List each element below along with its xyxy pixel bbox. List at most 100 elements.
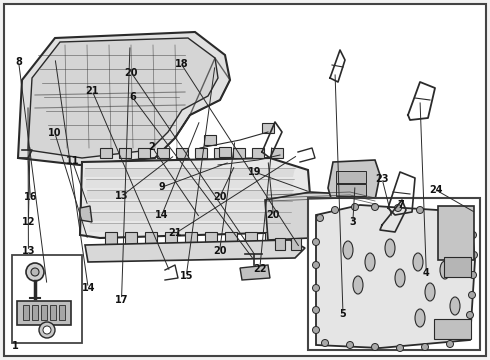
Text: 12: 12 [22, 217, 35, 228]
Circle shape [43, 326, 51, 334]
Polygon shape [28, 38, 218, 158]
Text: 10: 10 [48, 128, 62, 138]
Circle shape [396, 345, 403, 351]
Circle shape [466, 311, 473, 319]
Polygon shape [355, 238, 365, 250]
Polygon shape [86, 190, 293, 199]
Polygon shape [119, 148, 131, 158]
Text: 16: 16 [24, 192, 37, 202]
Circle shape [469, 231, 476, 238]
Circle shape [351, 203, 359, 211]
FancyBboxPatch shape [438, 206, 474, 260]
FancyBboxPatch shape [41, 305, 47, 320]
Text: 24: 24 [429, 185, 443, 195]
Ellipse shape [343, 241, 353, 259]
Circle shape [416, 207, 423, 213]
Circle shape [446, 341, 454, 347]
Polygon shape [165, 232, 177, 244]
Circle shape [462, 211, 468, 219]
Text: 22: 22 [253, 264, 267, 274]
Polygon shape [240, 265, 270, 280]
Polygon shape [316, 205, 475, 348]
FancyBboxPatch shape [336, 171, 366, 183]
FancyBboxPatch shape [23, 305, 29, 320]
Text: 21: 21 [169, 228, 182, 238]
Ellipse shape [353, 276, 363, 294]
Circle shape [371, 203, 378, 211]
FancyBboxPatch shape [308, 198, 480, 350]
Polygon shape [328, 160, 380, 210]
Text: 5: 5 [340, 309, 346, 319]
Polygon shape [176, 148, 188, 158]
FancyBboxPatch shape [12, 255, 82, 343]
Ellipse shape [385, 239, 395, 257]
FancyBboxPatch shape [262, 123, 274, 133]
Polygon shape [275, 238, 285, 250]
Polygon shape [89, 223, 290, 232]
Polygon shape [18, 32, 230, 165]
Polygon shape [245, 232, 257, 244]
Circle shape [313, 261, 319, 269]
Circle shape [421, 343, 428, 351]
Polygon shape [265, 232, 277, 244]
Polygon shape [339, 238, 349, 250]
Circle shape [31, 268, 39, 276]
Text: 14: 14 [155, 210, 169, 220]
Polygon shape [252, 148, 264, 158]
Polygon shape [225, 232, 237, 244]
Polygon shape [185, 232, 197, 244]
Circle shape [313, 238, 319, 246]
Polygon shape [84, 168, 295, 177]
FancyBboxPatch shape [17, 301, 71, 325]
Circle shape [26, 263, 44, 281]
Polygon shape [145, 232, 157, 244]
Polygon shape [233, 148, 245, 158]
Ellipse shape [450, 297, 460, 315]
Circle shape [346, 342, 353, 348]
Text: 14: 14 [81, 283, 95, 293]
Polygon shape [323, 238, 333, 250]
Polygon shape [80, 206, 92, 222]
Circle shape [371, 343, 378, 351]
FancyBboxPatch shape [32, 305, 38, 320]
Polygon shape [291, 238, 301, 250]
Polygon shape [85, 179, 294, 188]
Circle shape [313, 284, 319, 292]
Text: 11: 11 [66, 156, 79, 166]
Ellipse shape [415, 309, 425, 327]
Ellipse shape [440, 261, 450, 279]
Polygon shape [87, 201, 292, 210]
Text: 20: 20 [267, 210, 280, 220]
Circle shape [317, 215, 323, 221]
Text: 17: 17 [115, 294, 128, 305]
Text: 21: 21 [85, 86, 99, 96]
FancyBboxPatch shape [434, 319, 471, 339]
Polygon shape [125, 232, 137, 244]
Text: 19: 19 [248, 167, 262, 177]
Circle shape [39, 322, 55, 338]
Text: 20: 20 [213, 246, 226, 256]
FancyBboxPatch shape [204, 135, 216, 145]
FancyBboxPatch shape [219, 147, 231, 157]
Text: 18: 18 [174, 59, 188, 69]
Text: 6: 6 [129, 92, 136, 102]
FancyBboxPatch shape [336, 184, 366, 196]
Polygon shape [80, 158, 310, 238]
Text: 15: 15 [179, 271, 193, 282]
Polygon shape [157, 148, 169, 158]
Ellipse shape [395, 269, 405, 287]
Text: 4: 4 [423, 268, 430, 278]
Polygon shape [205, 232, 217, 244]
Text: 2: 2 [148, 142, 155, 152]
Polygon shape [307, 238, 317, 250]
Polygon shape [100, 148, 112, 158]
Text: 23: 23 [375, 174, 389, 184]
Polygon shape [265, 192, 375, 240]
Polygon shape [138, 148, 150, 158]
Polygon shape [105, 232, 117, 244]
Ellipse shape [365, 253, 375, 271]
Text: 20: 20 [213, 192, 226, 202]
FancyBboxPatch shape [444, 257, 471, 277]
Text: 3: 3 [349, 217, 356, 228]
Circle shape [469, 271, 476, 279]
